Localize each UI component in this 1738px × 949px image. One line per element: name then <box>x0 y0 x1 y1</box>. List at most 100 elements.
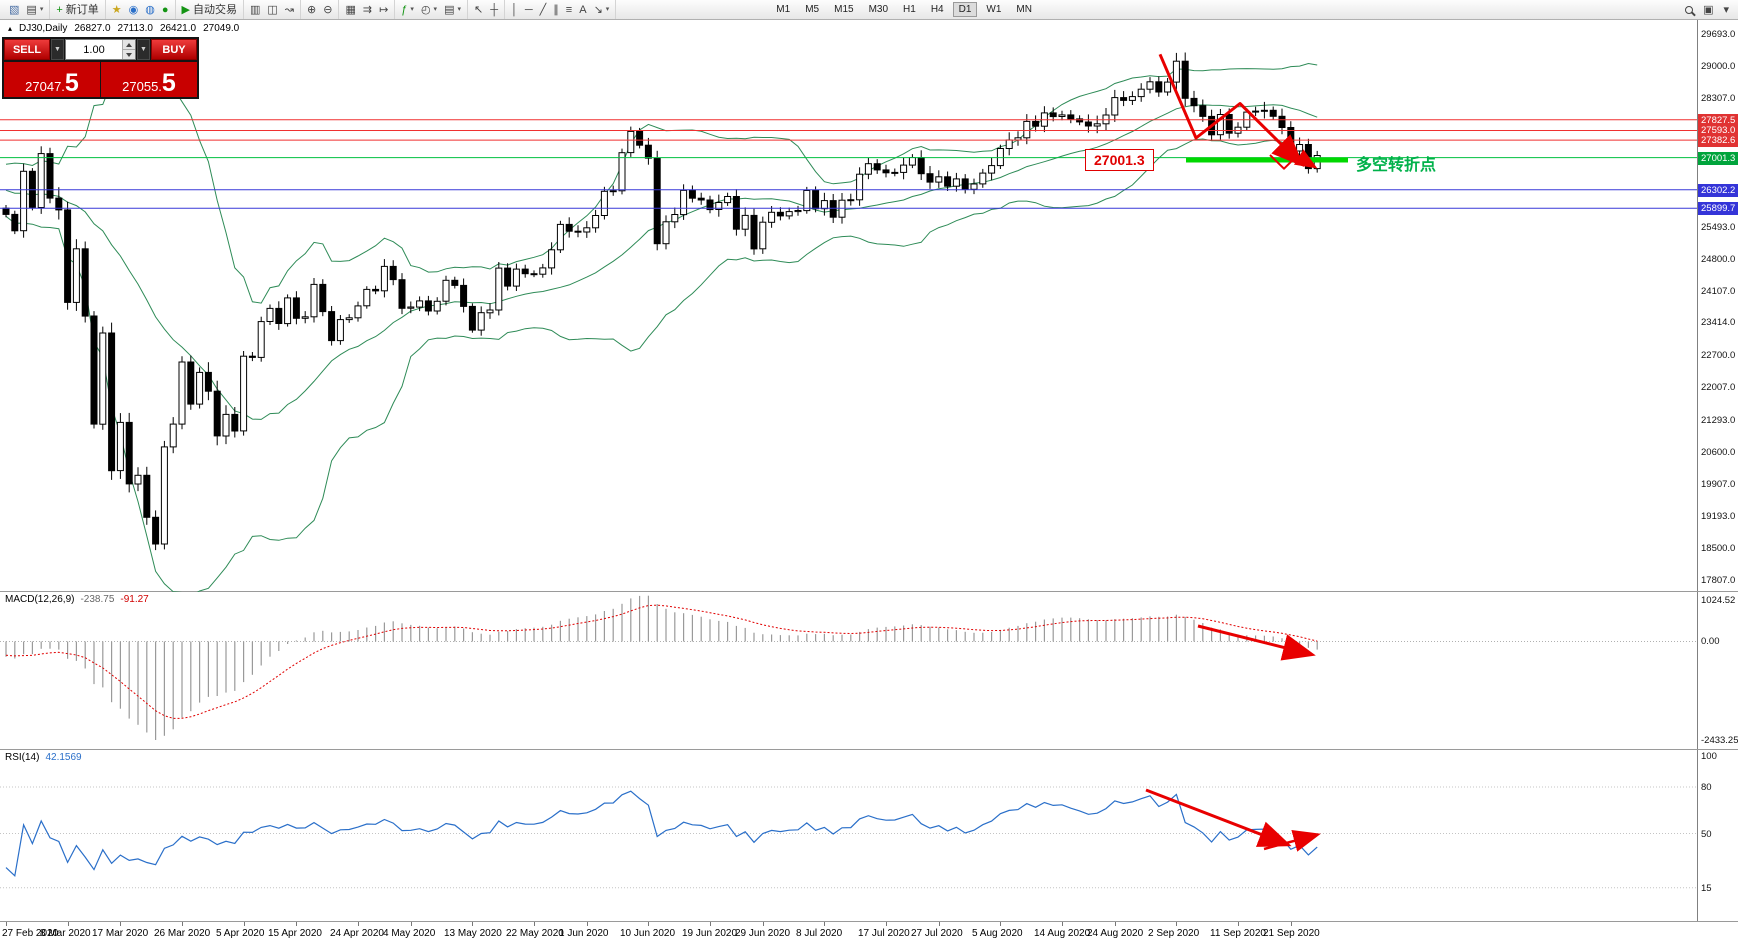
candle <box>1023 120 1031 139</box>
bar-chart-icon[interactable]: ▥ <box>248 2 262 18</box>
timeframe-h1[interactable]: H1 <box>903 4 916 15</box>
tile-windows-icon[interactable]: ▦ <box>343 2 357 18</box>
auto-scroll-icon[interactable]: ⇉ <box>361 2 374 18</box>
candle <box>143 474 151 518</box>
new-order-button[interactable]: + 新订单 <box>54 2 100 18</box>
equidistant-channel-icon[interactable]: ∥ <box>551 2 561 18</box>
community-icon[interactable]: ◉ <box>127 2 141 18</box>
periods-icon[interactable]: ◴ ▾ <box>419 2 439 18</box>
trend-arrow[interactable] <box>1263 829 1321 852</box>
rsi-panel[interactable]: 100 80 50 15 RSI(14) 42.1569 <box>0 750 1738 922</box>
candle <box>1084 121 1092 127</box>
toolbar-options-icon[interactable]: ▾ <box>1721 2 1731 18</box>
indicators-icon[interactable]: ƒ ▾ <box>399 2 416 18</box>
candlestick-icon: ◫ <box>267 3 278 16</box>
main-chart-panel[interactable]: 29693.029000.028307.027614.026921.026228… <box>0 20 1738 592</box>
cursor-icon[interactable]: ↖ <box>472 2 485 18</box>
volume-up-button[interactable] <box>123 40 135 50</box>
turning-point-annotation[interactable]: 多空转折点 <box>1356 157 1437 174</box>
time-tick <box>1115 922 1116 926</box>
timeframe-m30[interactable]: M30 <box>868 4 889 15</box>
candle <box>548 249 556 269</box>
trend-arrow[interactable] <box>1197 624 1316 661</box>
date-label: 14 Aug 2020 <box>1034 928 1091 939</box>
market-icon[interactable]: ● <box>160 2 171 18</box>
candle <box>64 209 72 303</box>
toolbar-group: ƒ ▾ ◴ ▾ ▤ ▾ <box>395 0 468 19</box>
line-chart-icon[interactable]: ↝ <box>283 2 296 18</box>
bar-chart-icon: ▥ <box>249 3 261 16</box>
chat-icon[interactable]: ◍ <box>143 2 157 18</box>
price-scale[interactable]: 29693.029000.028307.027614.026921.026228… <box>1697 20 1738 591</box>
trend-arrow[interactable] <box>1158 53 1305 168</box>
timeframe-m1[interactable]: M1 <box>776 4 791 15</box>
time-tick <box>886 922 887 926</box>
candle <box>820 200 828 210</box>
windows-icon[interactable]: ▣ <box>1701 2 1715 18</box>
text-icon[interactable]: A <box>577 2 588 18</box>
buy-options-dropdown[interactable]: ▼ <box>137 39 150 60</box>
rsi-canvas[interactable] <box>0 750 1697 922</box>
timeframe-m15[interactable]: M15 <box>834 4 854 15</box>
rsi-line <box>5 790 1318 877</box>
trade-panel-toggle[interactable]: ▴ <box>8 24 13 33</box>
timeframe-mn[interactable]: MN <box>1016 4 1032 15</box>
trendline-icon[interactable]: ╱ <box>538 2 549 18</box>
auto-trading-button[interactable]: ▶ 自动交易 <box>180 2 239 18</box>
candle <box>416 300 424 308</box>
rsi-scale[interactable]: 100 80 50 15 <box>1697 750 1738 921</box>
zoom-out-icon[interactable]: ⊖ <box>321 2 334 18</box>
candle <box>715 202 723 210</box>
time-scale[interactable]: 27 Feb 2020 8 Mar 2020 17 Mar 2020 26 Mar 2… <box>0 922 1738 949</box>
zoom-in-icon[interactable]: ⊕ <box>305 2 318 18</box>
time-tick <box>648 922 649 926</box>
candle <box>1190 97 1198 107</box>
open-value: 26827.0 <box>74 23 111 34</box>
timeframe-toolbar: M1 M5 M15 M30 H1 H4 D1 W1 MN <box>766 0 1042 19</box>
volume-input[interactable] <box>66 40 122 59</box>
candle <box>504 267 512 287</box>
timeframe-d1[interactable]: D1 <box>952 2 978 17</box>
candle <box>785 211 793 217</box>
sell-options-dropdown[interactable]: ▼ <box>51 39 64 60</box>
crosshair-icon[interactable]: ┼ <box>488 2 500 18</box>
sell-button[interactable]: SELL <box>4 39 50 60</box>
candlestick-icon[interactable]: ◫ <box>265 2 279 18</box>
candle <box>1155 81 1163 93</box>
candle <box>794 210 802 213</box>
arrows-icon[interactable]: ↘ ▾ <box>592 2 612 18</box>
trend-arrow[interactable] <box>1269 149 1318 170</box>
fibonacci-icon[interactable]: ≡ <box>564 2 574 18</box>
volume-down-button[interactable] <box>123 50 135 59</box>
candle <box>204 371 212 392</box>
trend-arrow[interactable] <box>1145 788 1292 847</box>
sell-price[interactable]: 27047. 5 <box>4 62 100 97</box>
macd-panel[interactable]: 1024.52 0.00 -2433.25 MACD(12,26,9) -238.7… <box>0 592 1738 750</box>
macd-label: MACD(12,26,9) -238.75 -91.27 <box>5 594 149 605</box>
candle <box>116 421 124 472</box>
horizontal-line-icon[interactable]: ─ <box>523 2 535 18</box>
price-callout-label[interactable]: 27001.3 <box>1085 149 1154 171</box>
price-chart-canvas[interactable] <box>0 20 1697 592</box>
chart-shift-icon[interactable]: ↦ <box>377 2 390 18</box>
timeframe-w1[interactable]: W1 <box>986 4 1002 15</box>
turning-point-line[interactable] <box>1186 157 1348 163</box>
macd-scale[interactable]: 1024.52 0.00 -2433.25 <box>1697 592 1738 749</box>
search-icon[interactable] <box>1683 5 1695 15</box>
new-chart-icon[interactable]: ▧ <box>7 2 21 18</box>
timeframe-h4[interactable]: H4 <box>930 4 944 15</box>
candle <box>1216 114 1224 136</box>
macd-canvas[interactable] <box>0 592 1697 750</box>
market-watch-icon[interactable]: ★ <box>110 2 124 18</box>
candle <box>671 214 679 223</box>
time-tick <box>534 922 535 926</box>
candle <box>1093 123 1101 127</box>
buy-button[interactable]: BUY <box>151 39 197 60</box>
buy-price[interactable]: 27055. 5 <box>101 62 197 97</box>
chevron-down-icon: ▾ <box>605 5 610 13</box>
templates-icon[interactable]: ▤ ▾ <box>442 2 463 18</box>
vertical-line-icon[interactable]: │ <box>509 2 520 18</box>
profiles-icon[interactable]: ▤ ▾ <box>24 2 45 18</box>
timeframe-m5[interactable]: M5 <box>805 4 820 15</box>
candle <box>328 311 336 342</box>
